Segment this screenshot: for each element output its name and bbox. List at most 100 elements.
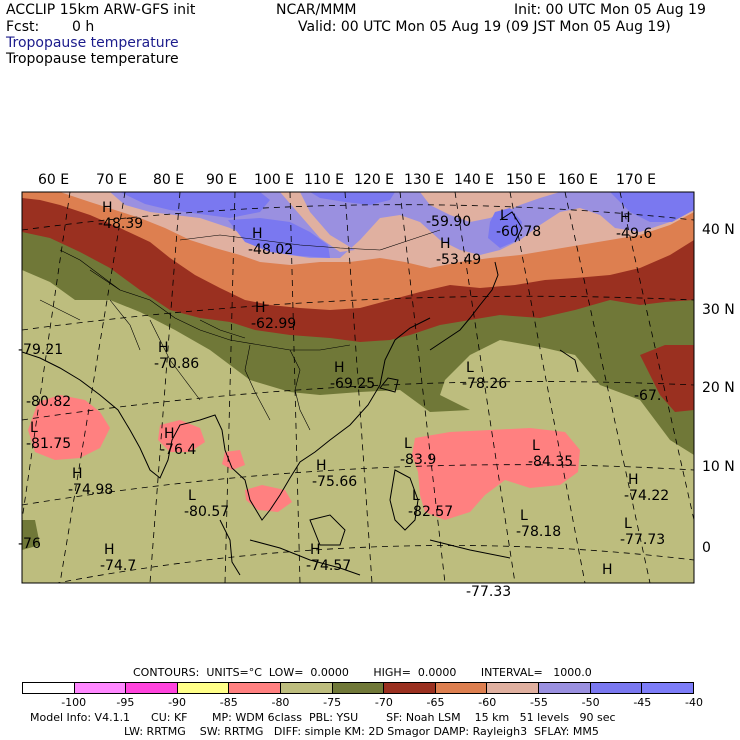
color-bar-swatch [23,683,75,693]
cold-cell-bay [222,450,245,470]
temperature-value-label: -77.73 [620,532,665,548]
temperature-value-label: -49.6 [616,226,652,242]
map-frame [21,191,695,584]
high-marker: H [620,210,631,226]
low-marker: L [188,488,196,504]
high-marker: H [252,226,263,242]
temperature-value-label: -80.57 [184,504,229,520]
forecast-hour: 0 h [72,19,95,35]
lon-label-70e: 70 E [96,172,128,188]
color-bar-swatch [229,683,282,693]
organization: NCAR/MMM [276,2,357,18]
high-marker: H [104,542,115,558]
color-bar-tick-label: -85 [219,696,238,709]
low-marker: L [412,488,420,504]
color-bar-swatch [332,683,385,693]
init-time: Init: 00 UTC Mon 05 Aug 19 [514,2,706,18]
temperature-value-label: -80.82 [26,394,71,410]
temperature-value-label: -74.57 [306,558,351,574]
temperature-value-label: -48.39 [98,216,143,232]
color-bar-swatch [126,683,178,693]
warm-cell-southwest [22,520,40,550]
high-marker: H [316,458,327,474]
lon-label-130e: 130 E [404,172,445,188]
temperature-value-label: -84.35 [528,454,573,470]
temperature-value-label: -53.49 [436,252,481,268]
lat-label-equator: 0 [702,540,711,556]
temperature-value-label: -83.9 [400,452,436,468]
lon-label-140e: 140 E [454,172,495,188]
temperature-value-label: -62.99 [251,316,296,332]
lon-label-150e: 150 E [506,172,547,188]
low-marker: L [520,508,528,524]
low-marker: L [624,516,632,532]
high-marker: H [602,562,613,578]
temperature-value-label: -77.33 [466,584,511,600]
high-marker: H [72,466,83,482]
lat-label-20n: 20 N [702,380,735,396]
temperature-value-label: -78.26 [462,376,507,392]
temperature-value-label: -67. [634,388,661,404]
lon-label-100e: 100 E [254,172,295,188]
contour-info: CONTOURS: UNITS=°C LOW= 0.0000 HIGH= 0.0… [133,666,592,679]
low-marker: L [30,420,38,436]
temperature-value-label: -81.75 [26,436,71,452]
temperature-value-label: -74.22 [624,488,669,504]
color-bar-tick-label: -80 [271,696,290,709]
temperature-value-label: -76.4 [160,442,196,458]
model-info: Model Info: V4.1.1 CU: KF MP: WDM 6class… [30,711,616,724]
color-bar-swatch [642,683,693,693]
color-bar-swatch [539,683,591,693]
color-bar-swatch [281,683,333,693]
high-marker: H [158,340,169,356]
color-bar-swatch [177,683,230,693]
valid-time: Valid: 00 UTC Mon 05 Aug 19 (09 JST Mon … [298,19,671,35]
lon-label-120e: 120 E [354,172,395,188]
field-title-primary: Tropopause temperature [6,35,179,51]
color-bar-tick-label: -70 [374,696,393,709]
temperature-value-label: -48.02 [248,242,293,258]
color-bar-tick-label: -100 [61,696,87,709]
high-marker: H [334,360,345,376]
model-info-physics: LW: RRTMG SW: RRTMG DIFF: simple KM: 2D … [124,725,599,738]
lon-label-160e: 160 E [558,172,599,188]
color-bar-tick-label: -75 [323,696,342,709]
color-bar-tick-label: -55 [529,696,548,709]
band-minus50-minus45-north [310,192,395,205]
temperature-value-label: -74.7 [100,558,136,574]
band-minus50-minus45-central [228,218,330,258]
cold-cell-pacific [412,428,580,520]
band-minus50-minus45-pacific [610,192,694,222]
color-bar-tick-label: -65 [426,696,445,709]
high-marker: H [102,200,113,216]
model-title: ACCLIP 15km ARW-GFS init [6,2,196,18]
low-marker: L [404,436,412,452]
lon-label-110e: 110 E [304,172,345,188]
cold-cell-indochina [245,485,292,512]
temperature-value-label: -76 [18,536,41,552]
lon-label-80e: 80 E [153,172,185,188]
lon-label-60e: 60 E [38,172,70,188]
forecast-label: Fcst: [6,19,40,35]
temperature-value-label: -70.86 [154,356,199,372]
low-marker: L [532,438,540,454]
color-bar-tick-label: -50 [581,696,600,709]
color-bar-tick-label: -60 [478,696,497,709]
lon-label-90e: 90 E [206,172,238,188]
lat-label-30n: 30 N [702,302,735,318]
temperature-value-label: -60.78 [496,224,541,240]
temperature-value-label: -79.21 [18,342,63,358]
lat-label-10n: 10 N [702,459,735,475]
cold-cell-arabia [28,395,110,460]
lon-label-170e: 170 E [616,172,657,188]
high-marker: H [628,472,639,488]
low-marker: L [500,208,508,224]
color-bar-swatch [435,683,488,693]
color-bar-tick-label: -40 [685,696,703,709]
color-bar-swatch [487,683,540,693]
temperature-value-label: -82.57 [408,504,453,520]
color-bar-tick-label: -90 [168,696,187,709]
band-minus50-minus45-east [488,208,522,248]
warm-cell-pacific [640,345,694,412]
